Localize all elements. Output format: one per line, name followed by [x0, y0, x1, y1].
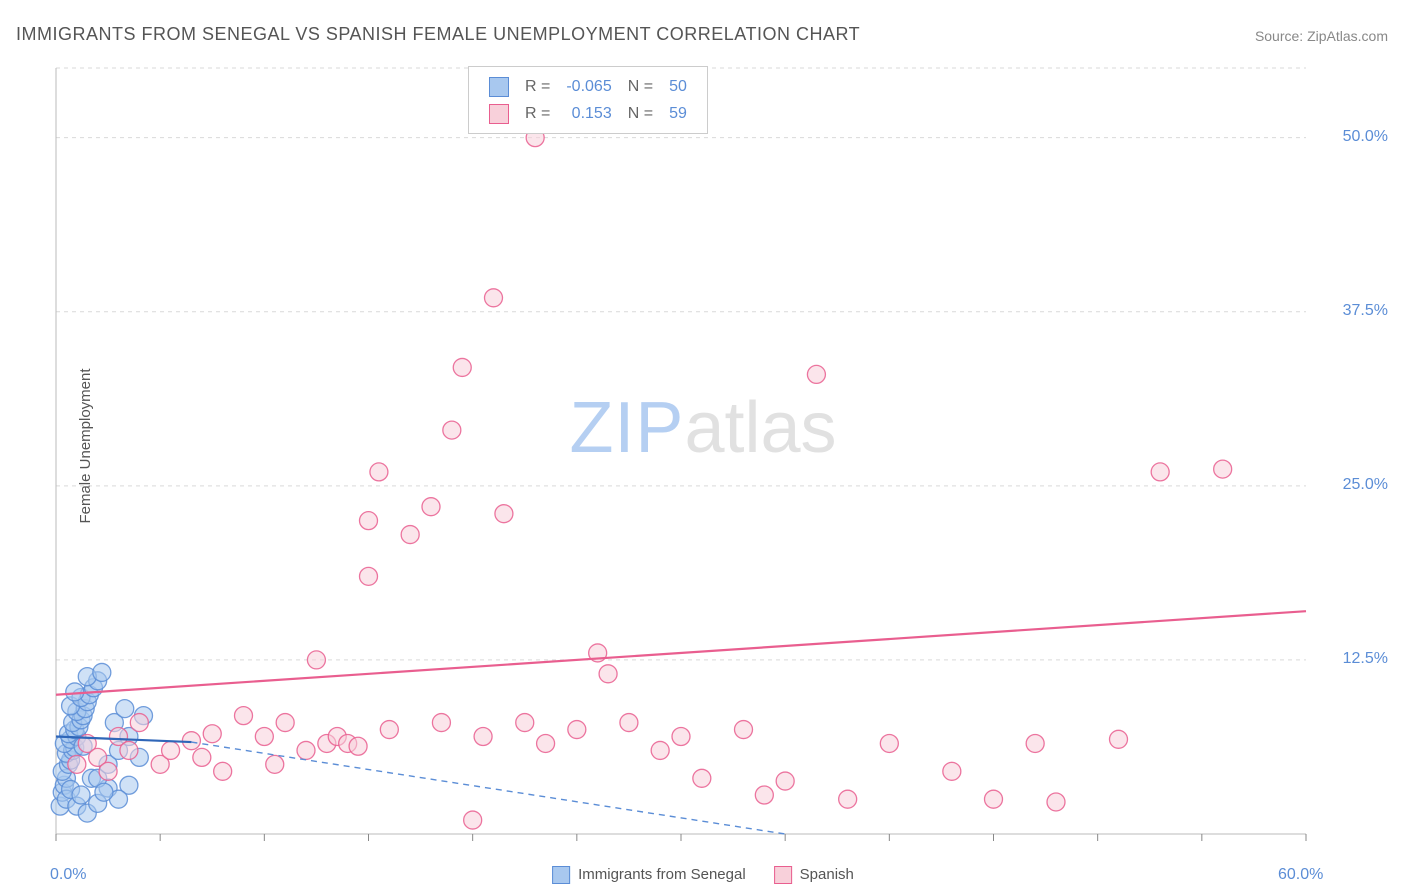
data-point [443, 421, 461, 439]
data-point [943, 762, 961, 780]
legend-item: Immigrants from Senegal [552, 866, 746, 884]
corr-legend-row: R =-0.065N =50 [481, 73, 695, 100]
data-point [735, 721, 753, 739]
r-label: R = [517, 73, 558, 100]
data-point [1214, 460, 1232, 478]
correlation-legend: R =-0.065N =50R = 0.153N =59 [468, 66, 708, 134]
data-point [93, 663, 111, 681]
data-point [880, 734, 898, 752]
source-attribution: Source: ZipAtlas.com [1255, 28, 1388, 44]
data-point [214, 762, 232, 780]
legend-item: Spanish [774, 866, 854, 884]
data-point [495, 505, 513, 523]
data-point [1047, 793, 1065, 811]
data-point [985, 790, 1003, 808]
x-axis-max-label: 60.0% [1278, 866, 1323, 884]
legend-label: Spanish [800, 866, 854, 883]
data-point [72, 786, 90, 804]
data-point [537, 734, 555, 752]
r-value: -0.065 [558, 73, 619, 100]
trend-line [56, 611, 1306, 695]
data-point [255, 728, 273, 746]
data-point [116, 700, 134, 718]
data-point [568, 721, 586, 739]
data-point [120, 741, 138, 759]
data-point [68, 755, 86, 773]
data-point [453, 358, 471, 376]
y-tick-label: 37.5% [1343, 302, 1388, 320]
data-point [432, 714, 450, 732]
data-point [370, 463, 388, 481]
series-legend: Immigrants from Senegal Spanish [552, 866, 854, 884]
data-point [651, 741, 669, 759]
data-point [162, 741, 180, 759]
y-tick-label: 12.5% [1343, 650, 1388, 668]
data-point [360, 567, 378, 585]
legend-label: Immigrants from Senegal [578, 866, 746, 883]
r-value: 0.153 [558, 100, 619, 127]
chart-plot-area [50, 60, 1338, 844]
data-point [130, 714, 148, 732]
data-point [66, 683, 84, 701]
data-point [776, 772, 794, 790]
corr-legend-row: R = 0.153N =59 [481, 100, 695, 127]
legend-swatch [552, 866, 570, 884]
data-point [307, 651, 325, 669]
legend-swatch [774, 866, 792, 884]
n-label: N = [620, 100, 661, 127]
data-point [672, 728, 690, 746]
data-point [516, 714, 534, 732]
data-point [193, 748, 211, 766]
trend-extrapolation [191, 742, 785, 834]
r-label: R = [517, 100, 558, 127]
data-point [99, 762, 117, 780]
data-point [599, 665, 617, 683]
data-point [474, 728, 492, 746]
data-point [95, 783, 113, 801]
n-value: 50 [661, 73, 695, 100]
n-label: N = [620, 73, 661, 100]
data-point [1026, 734, 1044, 752]
data-point [485, 289, 503, 307]
data-point [360, 512, 378, 530]
data-point [755, 786, 773, 804]
data-point [235, 707, 253, 725]
data-point [380, 721, 398, 739]
y-tick-label: 50.0% [1343, 128, 1388, 146]
data-point [693, 769, 711, 787]
data-point [266, 755, 284, 773]
data-point [620, 714, 638, 732]
y-tick-label: 25.0% [1343, 476, 1388, 494]
chart-title: IMMIGRANTS FROM SENEGAL VS SPANISH FEMAL… [16, 24, 860, 45]
data-point [401, 526, 419, 544]
n-value: 59 [661, 100, 695, 127]
data-point [297, 741, 315, 759]
legend-swatch [489, 104, 509, 124]
data-point [1110, 730, 1128, 748]
data-point [464, 811, 482, 829]
data-point [349, 737, 367, 755]
data-point [182, 732, 200, 750]
x-axis-min-label: 0.0% [50, 866, 86, 884]
chart-svg [50, 60, 1338, 844]
data-point [807, 365, 825, 383]
legend-swatch [489, 77, 509, 97]
data-point [203, 725, 221, 743]
data-point [422, 498, 440, 516]
data-point [276, 714, 294, 732]
data-point [1151, 463, 1169, 481]
data-point [839, 790, 857, 808]
